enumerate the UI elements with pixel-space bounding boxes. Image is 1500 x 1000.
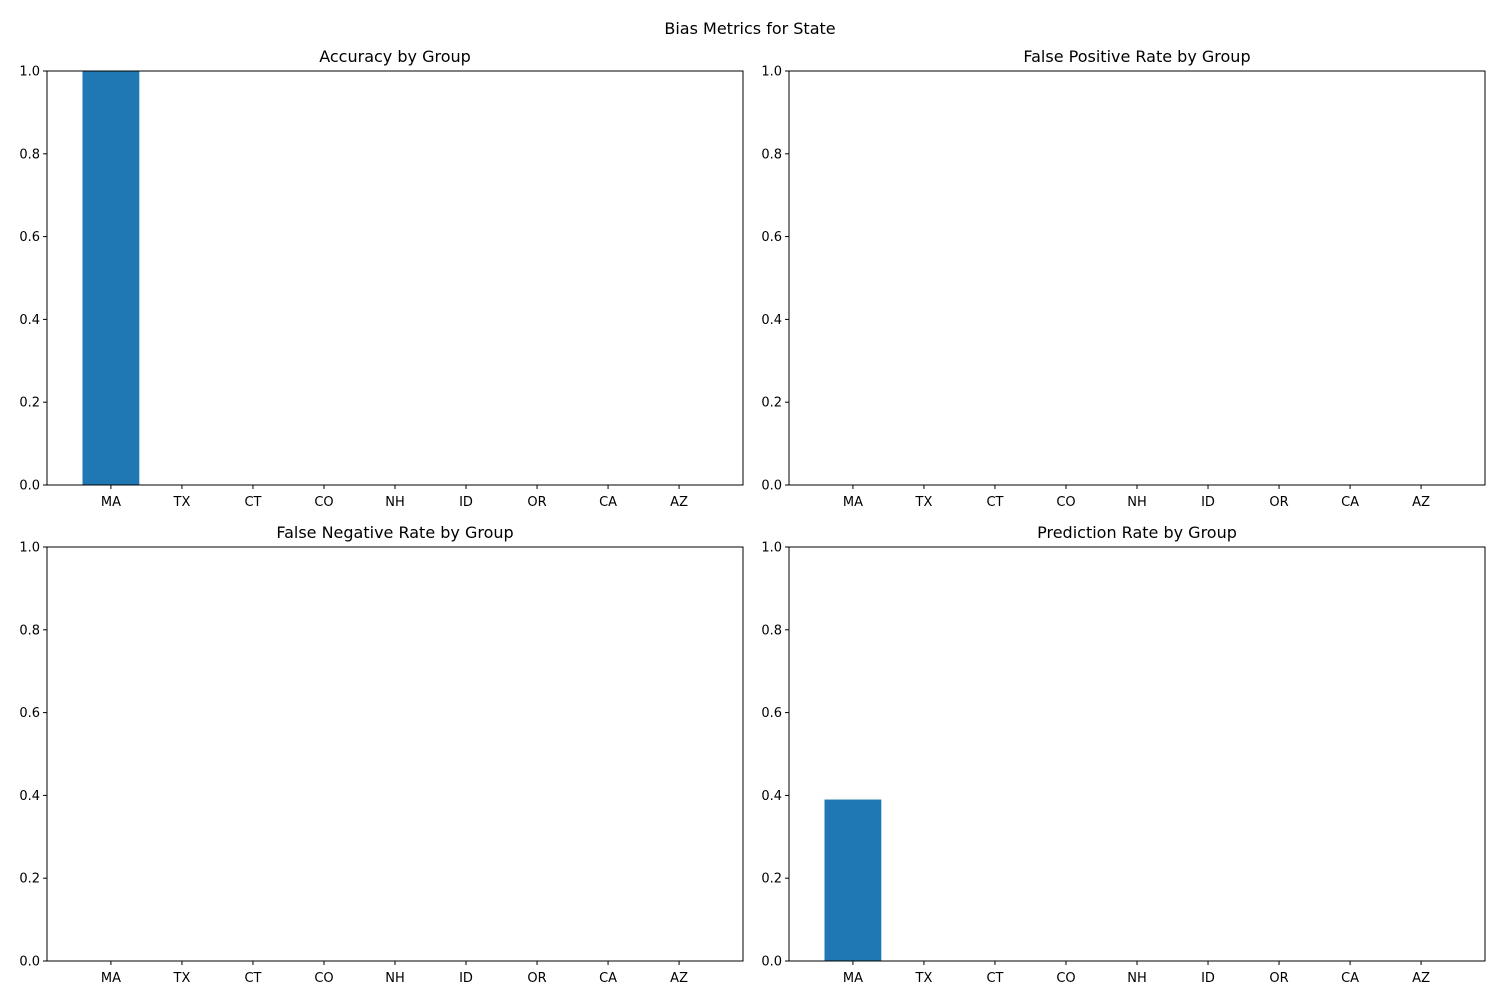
x-tick-label-ct: CT bbox=[244, 495, 261, 510]
accuracy-panel: 0.0 0.2 0.4 0.6 0.8 1.0 MA TX CT CO NH ID OR CA AZ Accu… bbox=[19, 47, 744, 510]
false-positive-rate-title: False Positive Rate by Group bbox=[1023, 47, 1250, 66]
x-tick-label-or: OR bbox=[527, 495, 546, 510]
x-tick-label-ca: CA bbox=[599, 495, 617, 510]
x-tick-label-co: CO bbox=[314, 971, 333, 986]
x-tick-label-id: ID bbox=[1201, 495, 1215, 510]
figure-title: Bias Metrics for State bbox=[664, 19, 835, 38]
accuracy-title: Accuracy by Group bbox=[319, 47, 471, 66]
y-tick-label: 0.4 bbox=[761, 313, 782, 328]
y-tick-label: 0.2 bbox=[761, 396, 782, 411]
x-tick-label-nh: NH bbox=[1127, 495, 1147, 510]
x-tick-label-or: OR bbox=[1269, 495, 1288, 510]
y-tick-label: 0.6 bbox=[761, 706, 782, 721]
y-tick-label: 1.0 bbox=[19, 65, 40, 80]
y-tick-label: 0.4 bbox=[19, 313, 40, 328]
y-tick-label: 0.4 bbox=[761, 789, 782, 804]
prediction-rate-title: Prediction Rate by Group bbox=[1037, 523, 1237, 542]
x-tick-label-co: CO bbox=[314, 495, 333, 510]
y-tick-label: 0.0 bbox=[19, 955, 40, 970]
x-tick-label-nh: NH bbox=[385, 495, 405, 510]
y-tick-label: 0.6 bbox=[19, 230, 40, 245]
subplots-grid: 0.0 0.2 0.4 0.6 0.8 1.0 MA TX CT CO NH ID OR CA AZ Accu… bbox=[19, 47, 1486, 986]
y-tick-label: 0.6 bbox=[19, 706, 40, 721]
x-tick-label-ma: MA bbox=[843, 971, 863, 986]
x-tick-label-nh: NH bbox=[1127, 971, 1147, 986]
x-tick-label-id: ID bbox=[459, 971, 473, 986]
x-tick-label-az: AZ bbox=[1412, 971, 1430, 986]
x-tick-label-nh: NH bbox=[385, 971, 405, 986]
x-tick-label-az: AZ bbox=[1412, 495, 1430, 510]
x-tick-label-ma: MA bbox=[101, 971, 121, 986]
x-tick-label-ca: CA bbox=[1341, 495, 1359, 510]
x-tick-label-tx: TX bbox=[173, 495, 191, 510]
y-tick-label: 0.2 bbox=[761, 872, 782, 887]
y-tick-label: 0.8 bbox=[761, 147, 782, 162]
y-tick-label: 0.0 bbox=[761, 955, 782, 970]
y-tick-label: 0.8 bbox=[19, 623, 40, 638]
x-tick-label-tx: TX bbox=[915, 971, 933, 986]
x-tick-label-id: ID bbox=[459, 495, 473, 510]
x-tick-label-or: OR bbox=[1269, 971, 1288, 986]
x-tick-label-co: CO bbox=[1056, 495, 1075, 510]
y-tick-label: 1.0 bbox=[761, 65, 782, 80]
axes-frame bbox=[788, 70, 1486, 486]
y-tick-label: 0.8 bbox=[761, 623, 782, 638]
x-tick-label-id: ID bbox=[1201, 971, 1215, 986]
x-tick-label-ca: CA bbox=[1341, 971, 1359, 986]
bar-ma bbox=[82, 71, 140, 485]
x-tick-label-ca: CA bbox=[599, 971, 617, 986]
false-negative-rate-panel: 0.0 0.2 0.4 0.6 0.8 1.0 MA TX CT CO NH ID OR CA AZ Fals… bbox=[19, 523, 744, 986]
x-tick-label-ma: MA bbox=[101, 495, 121, 510]
x-tick-label-tx: TX bbox=[915, 495, 933, 510]
y-tick-label: 0.0 bbox=[19, 479, 40, 494]
x-tick-label-ct: CT bbox=[244, 971, 261, 986]
x-tick-label-ct: CT bbox=[986, 495, 1003, 510]
axes-frame bbox=[46, 546, 744, 962]
x-tick-label-az: AZ bbox=[670, 971, 688, 986]
axes-frame bbox=[46, 70, 744, 486]
prediction-rate-panel: 0.0 0.2 0.4 0.6 0.8 1.0 MA TX CT CO NH ID OR CA AZ Pred… bbox=[761, 523, 1486, 986]
x-tick-label-tx: TX bbox=[173, 971, 191, 986]
x-tick-label-co: CO bbox=[1056, 971, 1075, 986]
x-tick-label-ct: CT bbox=[986, 971, 1003, 986]
axes-frame bbox=[788, 546, 1486, 962]
y-tick-label: 1.0 bbox=[761, 541, 782, 556]
false-positive-rate-panel: 0.0 0.2 0.4 0.6 0.8 1.0 MA TX CT CO NH ID OR CA AZ Fals… bbox=[761, 47, 1486, 510]
y-tick-label: 0.4 bbox=[19, 789, 40, 804]
y-tick-label: 1.0 bbox=[19, 541, 40, 556]
y-tick-label: 0.8 bbox=[19, 147, 40, 162]
y-tick-label: 0.2 bbox=[19, 396, 40, 411]
bar-ma bbox=[824, 799, 882, 961]
y-tick-label: 0.0 bbox=[761, 479, 782, 494]
y-tick-label: 0.2 bbox=[19, 872, 40, 887]
x-tick-label-or: OR bbox=[527, 971, 546, 986]
x-tick-label-ma: MA bbox=[843, 495, 863, 510]
y-tick-label: 0.6 bbox=[761, 230, 782, 245]
x-tick-label-az: AZ bbox=[670, 495, 688, 510]
false-negative-rate-title: False Negative Rate by Group bbox=[276, 523, 513, 542]
